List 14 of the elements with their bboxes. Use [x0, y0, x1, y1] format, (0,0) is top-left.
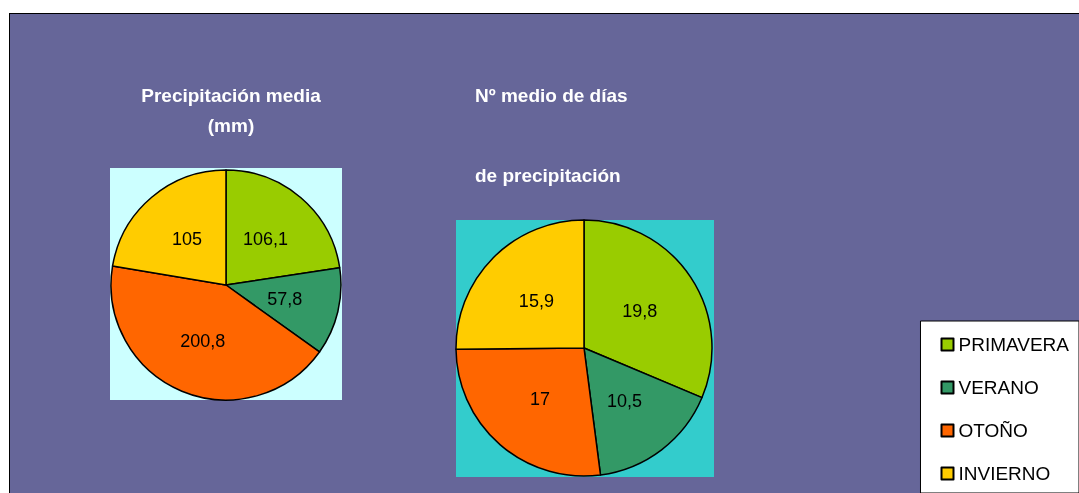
data-label: 200,8	[180, 330, 226, 351]
data-label: 19,8	[622, 300, 658, 321]
data-label: 106,1	[242, 229, 288, 250]
legend-label: OTOÑO	[958, 420, 1028, 441]
data-label: 57,8	[267, 289, 303, 310]
data-label: 10,5	[607, 391, 643, 412]
data-label: 17	[530, 388, 551, 409]
data-label: 105	[171, 228, 202, 249]
chart-title: Nº medio de días de precipitación	[475, 84, 628, 186]
chart-title: Precipitación media (mm)	[141, 84, 322, 136]
legend-label: VERANO	[958, 377, 1039, 398]
data-label: 15,9	[518, 290, 554, 311]
legend-label: INVIERNO	[958, 463, 1051, 484]
legend-label: PRIMAVERA	[958, 334, 1070, 355]
